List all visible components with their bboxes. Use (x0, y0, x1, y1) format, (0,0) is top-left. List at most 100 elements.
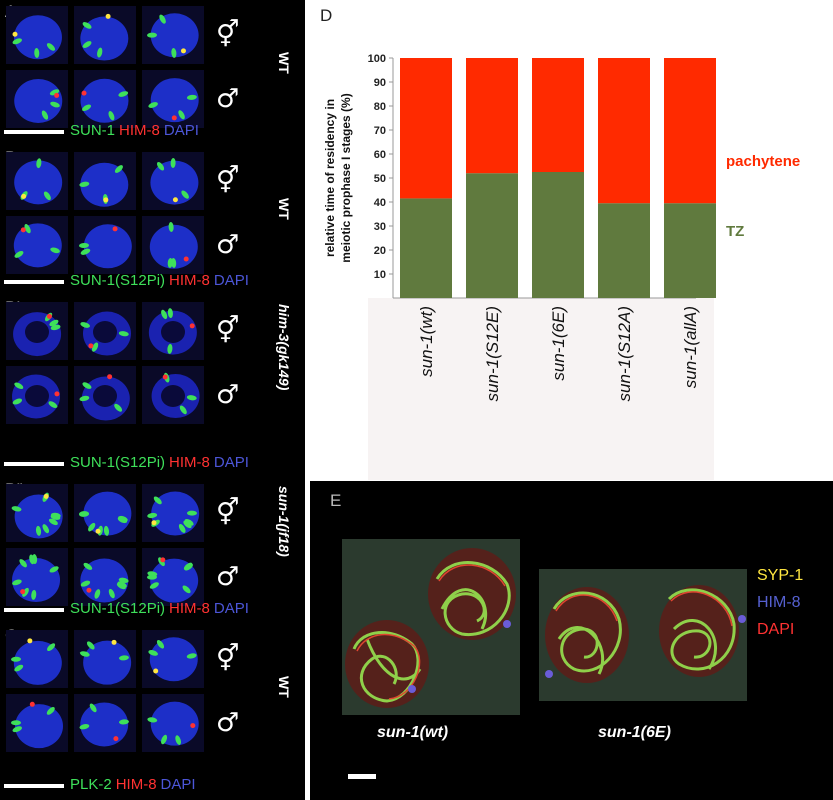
nucleus-image (142, 70, 204, 128)
nucleus-image (142, 302, 204, 360)
stain-label: HIM-8 (169, 454, 210, 471)
male-icon: ♂ (216, 230, 240, 260)
stain-label: DAPI (163, 122, 199, 139)
hermaphrodite-icon: ⚥ (216, 20, 240, 50)
stain-label: DAPI (160, 776, 196, 793)
nucleus-image (74, 70, 136, 128)
y-tick-label: 70 (374, 125, 386, 137)
nucleus-image (6, 630, 68, 688)
nucleus-image (74, 366, 136, 424)
y-tick-label: 30 (374, 221, 386, 233)
scale-bar (348, 774, 376, 779)
male-icon: ♂ (216, 562, 240, 592)
y-tick-label: 60 (374, 149, 386, 161)
panel-e: E (310, 481, 833, 800)
nucleus-image (142, 548, 204, 606)
bars (400, 58, 716, 298)
stain-caption: SUN-1(S12Pi) HIM-8 DAPI (70, 454, 253, 471)
stacked-bar-chart: 10 20 30 40 50 60 70 80 90 100 sun-1(wt) sun-1(S12… (323, 53, 800, 480)
bar-pachytene-0 (400, 58, 452, 199)
nucleus-image (6, 484, 68, 542)
category-label-background (368, 298, 714, 480)
y-tick-label: 50 (374, 173, 386, 185)
stain-label: HIM-8 (169, 272, 210, 289)
stain-label: SUN-1 (70, 122, 116, 139)
nucleus-image (6, 216, 68, 274)
nucleus-image (74, 6, 136, 64)
scale-bar (4, 280, 64, 284)
category-label: sun-1(allA) (681, 306, 700, 388)
stain-label-dapi: DAPI (757, 621, 795, 638)
hermaphrodite-icon: ⚥ (216, 166, 240, 196)
genotype-label: him-3(gk149) (276, 304, 292, 391)
stain-caption: PLK-2 HIM-8 DAPI (70, 776, 200, 793)
genotype-label: WT (276, 198, 292, 220)
scale-bar (4, 130, 64, 134)
bar-pachytene-1 (466, 58, 518, 174)
panel-letter: D (320, 6, 333, 25)
bar-tz-1 (466, 173, 518, 298)
micrograph-sun1-wt (342, 539, 520, 715)
nucleus-image (6, 302, 68, 360)
nucleus-image (6, 152, 68, 210)
nucleus-image (6, 6, 68, 64)
bar-tz-2 (532, 172, 584, 298)
stain-label: DAPI (213, 600, 249, 617)
genotype-label: WT (276, 52, 292, 74)
nucleus-image (142, 694, 204, 752)
scale-bar (4, 462, 64, 466)
nucleus-image (6, 366, 68, 424)
bar-tz-4 (664, 203, 716, 298)
male-icon: ♂ (216, 708, 240, 738)
stain-caption: SUN-1 HIM-8 DAPI (70, 122, 203, 139)
y-tick-label: 20 (374, 245, 386, 257)
nucleus-image (74, 694, 136, 752)
y-tick-label: 80 (374, 101, 386, 113)
nucleus-image (74, 216, 136, 274)
nucleus-image (142, 216, 204, 274)
nucleus-image (74, 630, 136, 688)
nucleus-image (142, 152, 204, 210)
y-tick-label: 100 (368, 53, 386, 65)
stain-label: HIM-8 (169, 600, 210, 617)
male-icon: ♂ (216, 380, 240, 410)
stain-label: DAPI (213, 272, 249, 289)
male-icon: ♂ (216, 84, 240, 114)
stain-label: DAPI (213, 454, 249, 471)
stain-label-him8: HIM-8 (757, 594, 801, 611)
stain-label: PLK-2 (70, 776, 112, 793)
nucleus-image (142, 630, 204, 688)
micrograph-sun1-6e (539, 569, 747, 701)
stain-label: SUN-1(S12Pi) (70, 600, 166, 617)
hermaphrodite-icon: ⚥ (216, 644, 240, 674)
nucleus-image (74, 152, 136, 210)
nucleus-image (6, 548, 68, 606)
category-label: sun-1(S12A) (615, 306, 634, 401)
hermaphrodite-icon: ⚥ (216, 498, 240, 528)
nucleus-image (74, 302, 136, 360)
nucleus-image (142, 6, 204, 64)
y-tick-label: 40 (374, 197, 386, 209)
scale-bar (4, 608, 64, 612)
stain-label: SUN-1(S12Pi) (70, 454, 166, 471)
caption-sun1-6e: sun-1(6E) (598, 724, 671, 741)
hermaphrodite-icon: ⚥ (216, 316, 240, 346)
panel-letter: E (330, 491, 342, 510)
stain-label: SUN-1(S12Pi) (70, 272, 166, 289)
bar-pachytene-4 (664, 58, 716, 204)
bar-pachytene-2 (532, 58, 584, 172)
nucleus-image (142, 366, 204, 424)
bar-tz-0 (400, 198, 452, 298)
category-label: sun-1(6E) (549, 306, 568, 381)
panel-d: 10 20 30 40 50 60 70 80 90 100 sun-1(wt) sun-1(S12… (306, 0, 833, 480)
stain-caption: SUN-1(S12Pi) HIM-8 DAPI (70, 600, 253, 617)
y-ticks: 10 20 30 40 50 60 70 80 90 100 (368, 53, 393, 281)
category-labels: sun-1(wt) sun-1(S12E) sun-1(6E) sun-1(S12A)… (417, 306, 700, 401)
scale-bar (4, 784, 64, 788)
genotype-label: WT (276, 676, 292, 698)
